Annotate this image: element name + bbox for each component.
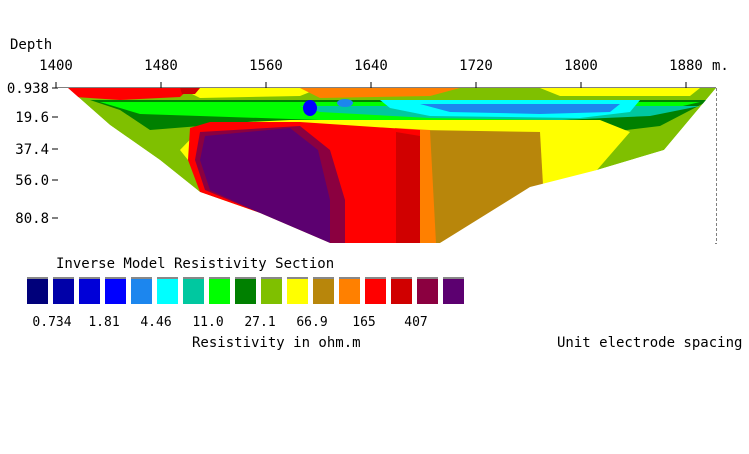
colorbar-swatch — [53, 279, 74, 304]
y-tick-label: 56.0 — [15, 173, 49, 189]
y-tick-label: 0.938 — [7, 81, 49, 97]
y-tick-label: 37.4 — [15, 142, 49, 158]
color-scale-legend — [27, 277, 464, 304]
colorbar-swatch — [365, 279, 386, 304]
colorbar-cap — [235, 277, 256, 279]
colorbar-cap — [157, 277, 178, 279]
colorbar-cap — [105, 277, 126, 279]
colorbar-cap — [209, 277, 230, 279]
colorbar-cap — [287, 277, 308, 279]
x-axis-ticks: 1400 1480 1560 1640 1720 1800 1880 — [39, 58, 703, 88]
colorbar-label: 66.9 — [296, 315, 327, 330]
y-axis-ticks: 0.938 19.6 37.4 56.0 80.8 — [7, 81, 58, 227]
layer-brown — [420, 130, 543, 243]
colorbar-cap — [313, 277, 334, 279]
colorbar-cap — [53, 277, 74, 279]
surface-yellow — [180, 88, 320, 98]
x-tick-label: 1560 — [249, 58, 283, 74]
colorbar-cap — [261, 277, 282, 279]
colorbar-title: Resistivity in ohm.m — [192, 335, 361, 351]
colorbar-label: 27.1 — [244, 315, 275, 330]
colorbar-swatch — [235, 279, 256, 304]
colorbar-cap — [27, 277, 48, 279]
y-tick-label: 19.6 — [15, 110, 49, 126]
lens-blue-small — [337, 99, 353, 107]
colorbar-cap — [443, 277, 464, 279]
mask-right — [440, 88, 716, 243]
section-title: Inverse Model Resistivity Section — [56, 256, 334, 272]
colorbar-swatch — [417, 279, 438, 304]
colorbar-label: 407 — [404, 315, 427, 330]
colorbar-swatch — [391, 279, 412, 304]
layer-dark-red — [396, 132, 420, 243]
lens-blue-dark — [303, 100, 317, 116]
colorbar-swatch — [131, 279, 152, 304]
colorbar-swatch — [27, 279, 48, 304]
surface-red — [68, 88, 190, 100]
surface-magenta — [180, 88, 200, 94]
x-tick-label: 1640 — [354, 58, 388, 74]
colorbar-cap — [365, 277, 386, 279]
x-axis-unit: m. — [712, 58, 729, 74]
colorbar-label: 11.0 — [192, 315, 223, 330]
mask-left — [55, 88, 330, 243]
colorbar-swatch — [339, 279, 360, 304]
x-tick-label: 1800 — [564, 58, 598, 74]
colorbar-swatch — [313, 279, 334, 304]
electrode-spacing-note: Unit electrode spacing 5.00 m. — [557, 335, 749, 351]
x-tick-label: 1720 — [459, 58, 493, 74]
colorbar-swatch — [105, 279, 126, 304]
section-shapes — [55, 88, 716, 243]
colorbar-swatch — [183, 279, 204, 304]
layer-blue-light — [420, 104, 620, 114]
colorbar-label: 1.81 — [88, 315, 119, 330]
surface-orange — [300, 88, 460, 98]
colorbar-cap — [131, 277, 152, 279]
colorbar-cap — [79, 277, 100, 279]
colorbar-label: 0.734 — [32, 315, 71, 330]
colorbar-cap — [183, 277, 204, 279]
colorbar-swatch — [209, 279, 230, 304]
surface-yellow-east — [540, 88, 700, 96]
x-tick-label: 1880 — [669, 58, 703, 74]
y-tick-label: 80.8 — [15, 211, 49, 227]
y-axis-label: Depth — [10, 37, 52, 53]
colorbar-swatch — [261, 279, 282, 304]
colorbar-label: 4.46 — [140, 315, 171, 330]
colorbar-swatch — [443, 279, 464, 304]
colorbar-swatch — [79, 279, 100, 304]
layer-purple — [200, 128, 330, 243]
x-tick-label: 1480 — [144, 58, 178, 74]
x-tick-label: 1400 — [39, 58, 73, 74]
color-scale-labels: 0.734 1.81 4.46 11.0 27.1 66.9 165 407 — [32, 315, 427, 330]
colorbar-swatch — [287, 279, 308, 304]
colorbar-cap — [391, 277, 412, 279]
colorbar-cap — [339, 277, 360, 279]
colorbar-cap — [417, 277, 438, 279]
colorbar-label: 165 — [352, 315, 375, 330]
colorbar-swatch — [157, 279, 178, 304]
